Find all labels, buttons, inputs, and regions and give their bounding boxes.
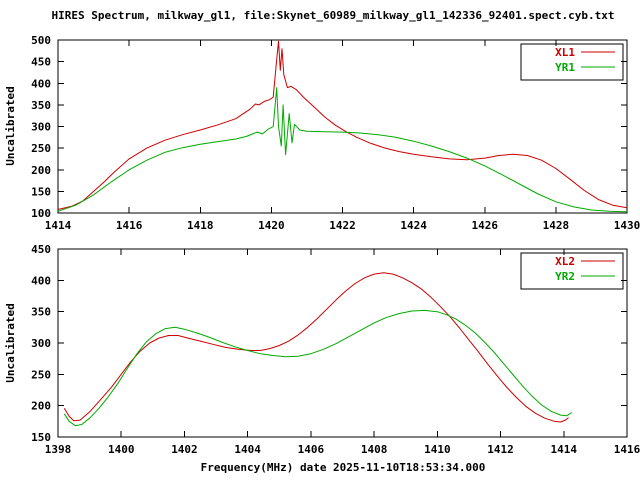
top-plot: 1414 1416 1418 1420 1422 1424 1426 1428 1430 100 1… [31,34,640,232]
series-line-XL2 [63,272,569,423]
y-axis-label-top: Uncalibrated [4,86,17,165]
x-tick-label: 1406 [298,443,325,456]
legend-box [520,252,624,290]
x-tick-label: 1414 [45,219,72,232]
y-tick-label: 350 [31,99,51,112]
x-tick-label: 1402 [171,443,198,456]
plot-border [57,39,628,214]
y-axis-label-bottom: Uncalibrated [4,303,17,382]
x-tick-label: 1398 [45,443,72,456]
x-tick-label: 1426 [472,219,499,232]
series-line-YR2 [63,309,572,427]
y-tick-label: 150 [31,185,51,198]
x-tick-label: 1428 [543,219,570,232]
x-tick-label: 1424 [400,219,427,232]
x-tick-label: 1422 [329,219,356,232]
y-tick-label: 100 [31,207,51,220]
y-tick-label: 350 [31,306,51,319]
plot-border [57,248,628,438]
legend-label-YR1: YR1 [555,61,575,74]
y-tick-label: 500 [31,34,51,47]
x-tick-label: 1430 [614,219,640,232]
x-axis-label: Frequency(MHz) date 2025-11-10T18:53:34.… [201,461,486,474]
y-tick-label: 400 [31,274,51,287]
bottom-plot: 1398 1400 1402 1404 1406 1408 1410 1412 1414 1416… [31,243,640,456]
x-tick-label: 1410 [424,443,451,456]
x-tick-label: 1416 [116,219,143,232]
chart-title: HIRES Spectrum, milkway_gl1, file:Skynet… [52,9,615,22]
x-tick-label: 1412 [487,443,514,456]
y-tick-label: 450 [31,56,51,69]
y-tick-label: 150 [31,431,51,444]
x-tick-label: 1416 [614,443,640,456]
x-tick-label: 1404 [234,443,261,456]
x-tick-label: 1418 [187,219,214,232]
series-line-XL1 [57,40,628,210]
legend-box [520,43,624,81]
y-tick-label: 300 [31,337,51,350]
y-tick-label: 300 [31,121,51,134]
y-tick-label: 250 [31,142,51,155]
x-tick-label: 1408 [361,443,388,456]
legend-label-YR2: YR2 [555,270,575,283]
x-tick-label: 1414 [551,443,578,456]
x-tick-label: 1400 [108,443,135,456]
legend-label-XL2: XL2 [555,255,575,268]
legend-label-XL1: XL1 [555,46,575,59]
y-tick-label: 250 [31,368,51,381]
y-tick-label: 450 [31,243,51,256]
y-tick-label: 200 [31,164,51,177]
series-line-YR1 [57,87,628,213]
y-tick-label: 400 [31,77,51,90]
x-tick-label: 1420 [258,219,285,232]
y-tick-label: 200 [31,400,51,413]
